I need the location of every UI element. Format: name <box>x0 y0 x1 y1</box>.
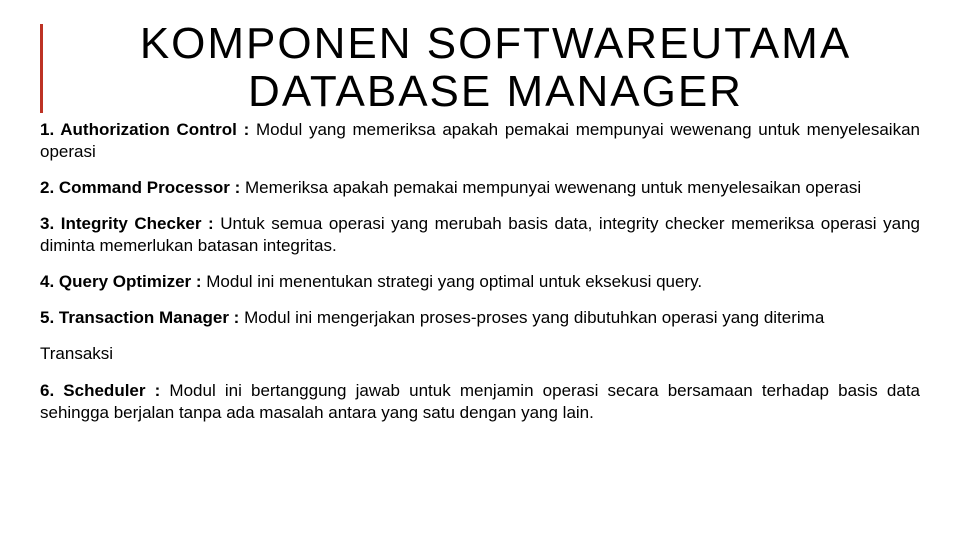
list-item: 6. Scheduler : Modul ini bertanggung jaw… <box>40 380 920 424</box>
item-lead: 6. Scheduler : <box>40 381 169 400</box>
item-lead: 5. Transaction Manager : <box>40 308 244 327</box>
title-row: KOMPONEN SOFTWAREUTAMA DATABASE MANAGER <box>40 20 920 117</box>
list-item: 3. Integrity Checker : Untuk semua opera… <box>40 213 920 257</box>
list-item: 2. Command Processor : Memeriksa apakah … <box>40 177 920 199</box>
extra-text: Transaksi <box>40 343 920 365</box>
slide: KOMPONEN SOFTWAREUTAMA DATABASE MANAGER … <box>0 0 960 540</box>
item-body: Modul ini menentukan strategi yang optim… <box>206 272 702 291</box>
item-lead: 1. Authorization Control : <box>40 120 256 139</box>
slide-title: KOMPONEN SOFTWAREUTAMA DATABASE MANAGER <box>71 20 920 117</box>
accent-bar <box>40 24 43 113</box>
item-lead: 4. Query Optimizer : <box>40 272 206 291</box>
item-body: Modul ini bertanggung jawab untuk menjam… <box>40 381 920 422</box>
item-body: Memeriksa apakah pemakai mempunyai wewen… <box>245 178 861 197</box>
list-item: 1. Authorization Control : Modul yang me… <box>40 119 920 163</box>
item-lead: 2. Command Processor : <box>40 178 245 197</box>
item-body: Modul ini mengerjakan proses-proses yang… <box>244 308 824 327</box>
title-line-2: DATABASE MANAGER <box>248 67 743 116</box>
content-area: 1. Authorization Control : Modul yang me… <box>40 119 920 424</box>
item-lead: 3. Integrity Checker : <box>40 214 220 233</box>
list-item: 4. Query Optimizer : Modul ini menentuka… <box>40 271 920 293</box>
title-line-1: KOMPONEN SOFTWAREUTAMA <box>140 19 851 68</box>
list-item: 5. Transaction Manager : Modul ini menge… <box>40 307 920 329</box>
